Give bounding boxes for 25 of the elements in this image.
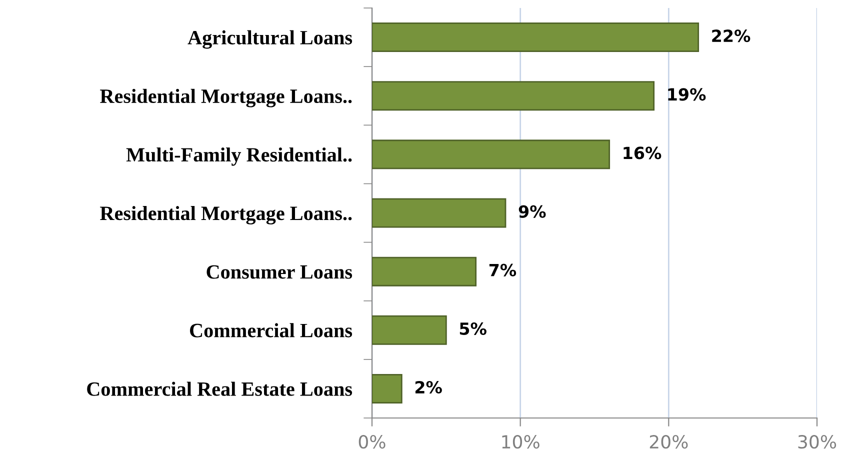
bar bbox=[372, 81, 655, 111]
data-label: 16% bbox=[624, 146, 662, 160]
x-tick-label: 0% bbox=[358, 434, 386, 449]
y-tick-label: Residential Mortgage Loans.. bbox=[100, 88, 352, 108]
data-label: 19% bbox=[668, 88, 706, 101]
data-label: 2% bbox=[415, 380, 442, 394]
bar bbox=[372, 140, 610, 170]
bar bbox=[372, 198, 506, 228]
x-tick-label: 20% bbox=[650, 434, 688, 449]
bar bbox=[372, 22, 700, 52]
y-tick-label: Commercial Loans bbox=[190, 323, 352, 338]
y-tick-label: Commercial Real Estate Loans bbox=[87, 382, 352, 396]
data-label: 7% bbox=[489, 264, 516, 276]
data-label: 5% bbox=[460, 322, 486, 335]
data-label: 9% bbox=[518, 205, 546, 218]
bar bbox=[372, 374, 402, 404]
y-tick-label: Consumer Loans bbox=[206, 265, 352, 279]
x-tick-label: 10% bbox=[502, 434, 540, 449]
x-tick-label: 30% bbox=[798, 434, 836, 449]
bar bbox=[372, 315, 447, 345]
bar bbox=[372, 256, 477, 286]
data-label: 22% bbox=[712, 30, 750, 42]
y-tick-label: Multi-Family Residential.. bbox=[126, 147, 352, 166]
y-tick-label: Residential Mortgage Loans.. bbox=[100, 206, 352, 224]
y-tick-label: Agricultural Loans bbox=[188, 30, 352, 49]
